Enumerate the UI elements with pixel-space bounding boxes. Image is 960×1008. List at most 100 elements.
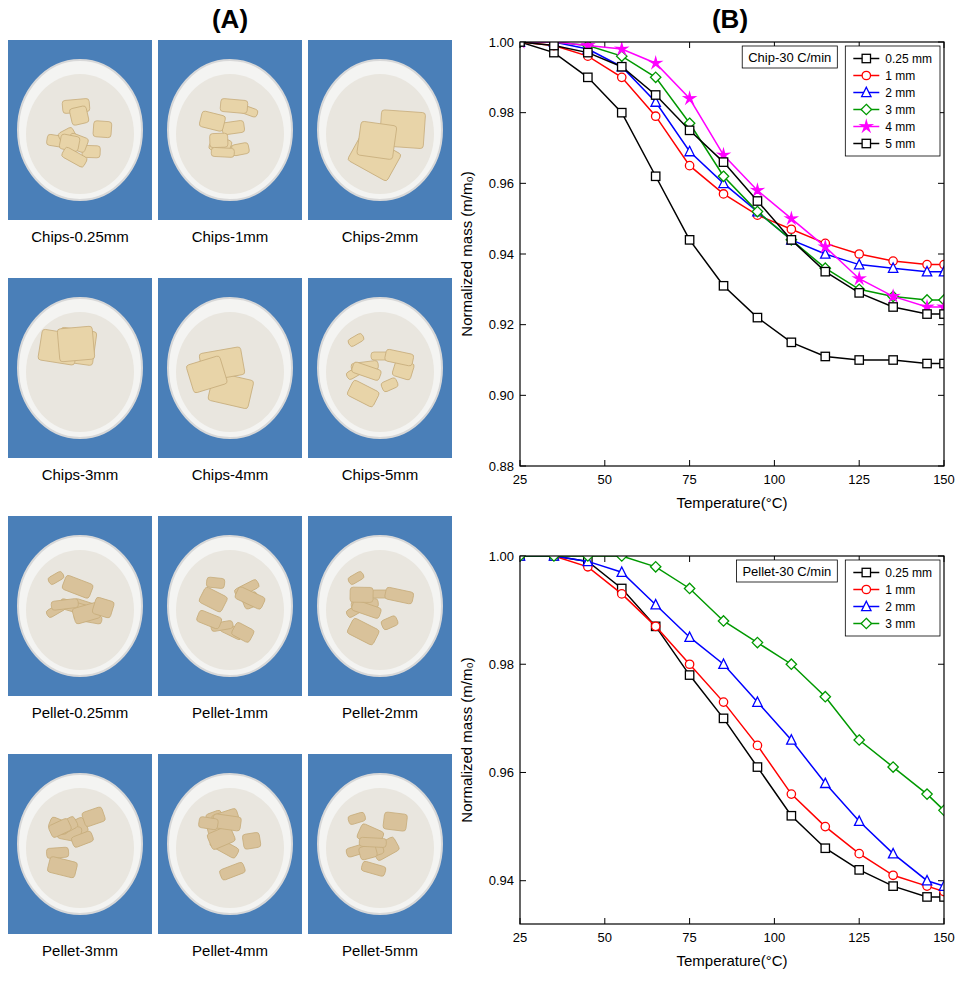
marker xyxy=(617,556,627,561)
marker xyxy=(821,822,829,830)
series-line xyxy=(520,42,944,272)
marker xyxy=(854,273,865,283)
y-tick xyxy=(938,880,944,881)
y-axis-title: Normalized mass (m/m₀) xyxy=(458,171,475,336)
marker xyxy=(520,556,524,560)
marker xyxy=(617,62,626,71)
dish xyxy=(318,298,442,438)
legend-label: 1 mm xyxy=(885,69,915,83)
dish xyxy=(168,774,292,914)
dish xyxy=(318,536,442,676)
marker xyxy=(685,126,693,134)
x-tick-label: 125 xyxy=(848,472,870,487)
dish-inner xyxy=(326,74,434,194)
marker xyxy=(685,161,693,169)
sample-piece xyxy=(347,571,365,586)
marker xyxy=(549,556,559,561)
x-tick-label: 100 xyxy=(764,930,786,945)
marker xyxy=(520,42,524,46)
sample-piece xyxy=(351,361,382,381)
dish xyxy=(18,774,142,914)
marker xyxy=(855,259,864,268)
marker xyxy=(923,310,931,318)
sample-piece xyxy=(51,598,79,610)
marker xyxy=(821,844,829,852)
sample-piece xyxy=(359,837,386,847)
marker xyxy=(787,790,795,798)
x-tick-label: 125 xyxy=(848,930,870,945)
sample-piece xyxy=(384,587,414,605)
marker xyxy=(786,659,796,669)
plot-data xyxy=(520,42,944,368)
x-tick xyxy=(604,918,605,924)
sample-piece xyxy=(242,832,261,849)
marker xyxy=(651,622,659,630)
y-tick xyxy=(520,112,526,113)
plot-frame xyxy=(520,42,944,466)
marker xyxy=(719,714,727,722)
sample-piece xyxy=(71,830,95,848)
sample-piece xyxy=(231,622,255,644)
x-tick-label: 100 xyxy=(764,472,786,487)
x-tick xyxy=(689,918,690,924)
marker xyxy=(861,121,872,131)
y-tick-label: 1.00 xyxy=(489,549,514,564)
x-tick-label: 25 xyxy=(513,472,527,487)
photo-background xyxy=(158,516,302,696)
marker xyxy=(821,267,829,275)
marker xyxy=(684,93,695,103)
photo-background xyxy=(8,516,152,696)
y-tick-label: 0.88 xyxy=(489,459,514,474)
panel-label: (B) xyxy=(712,4,748,34)
marker xyxy=(520,42,524,46)
marker xyxy=(889,356,897,364)
marker xyxy=(685,632,694,641)
legend-label: 2 mm xyxy=(885,86,915,100)
photo-background xyxy=(8,754,152,934)
y-tick-label: 0.94 xyxy=(489,873,514,888)
marker xyxy=(888,291,898,301)
marker xyxy=(787,338,795,346)
tile-caption: Chips-3mm xyxy=(42,466,119,483)
sample-piece xyxy=(219,862,246,881)
panel-label: (A) xyxy=(212,4,248,34)
photo-tile xyxy=(158,278,302,458)
marker xyxy=(753,697,762,706)
sample-piece xyxy=(346,617,380,645)
marker xyxy=(684,583,694,593)
plot-data xyxy=(520,556,944,901)
tile-caption: Pellet-4mm xyxy=(192,942,268,959)
x-tick-label: 150 xyxy=(933,472,955,487)
marker xyxy=(787,235,796,244)
y-tick xyxy=(938,664,944,665)
x-tick xyxy=(689,460,690,466)
marker xyxy=(651,622,659,630)
photo-background xyxy=(308,754,452,934)
marker xyxy=(616,43,627,53)
sample-piece xyxy=(93,121,112,138)
sample-piece xyxy=(384,349,414,367)
x-tick-label: 25 xyxy=(513,930,527,945)
marker xyxy=(821,352,829,360)
marker xyxy=(855,250,863,258)
marker xyxy=(855,289,863,297)
legend-label: 4 mm xyxy=(885,120,915,134)
tile-caption: Chips-0.25mm xyxy=(31,228,129,245)
marker xyxy=(520,556,524,560)
sample-piece xyxy=(61,146,88,168)
marker xyxy=(939,266,944,275)
sample-piece xyxy=(380,377,399,393)
legend-label: 3 mm xyxy=(885,103,915,117)
sample-piece xyxy=(196,610,223,630)
marker xyxy=(685,236,693,244)
sample-piece xyxy=(380,615,399,631)
dish-inner xyxy=(326,788,434,908)
y-tick-label: 1.00 xyxy=(489,35,514,50)
x-tick xyxy=(859,918,860,924)
marker xyxy=(685,671,693,679)
series-line xyxy=(520,556,944,886)
photo-tile xyxy=(158,516,302,696)
dish xyxy=(318,774,442,914)
y-tick xyxy=(520,664,526,665)
y-tick-label: 0.96 xyxy=(489,176,514,191)
